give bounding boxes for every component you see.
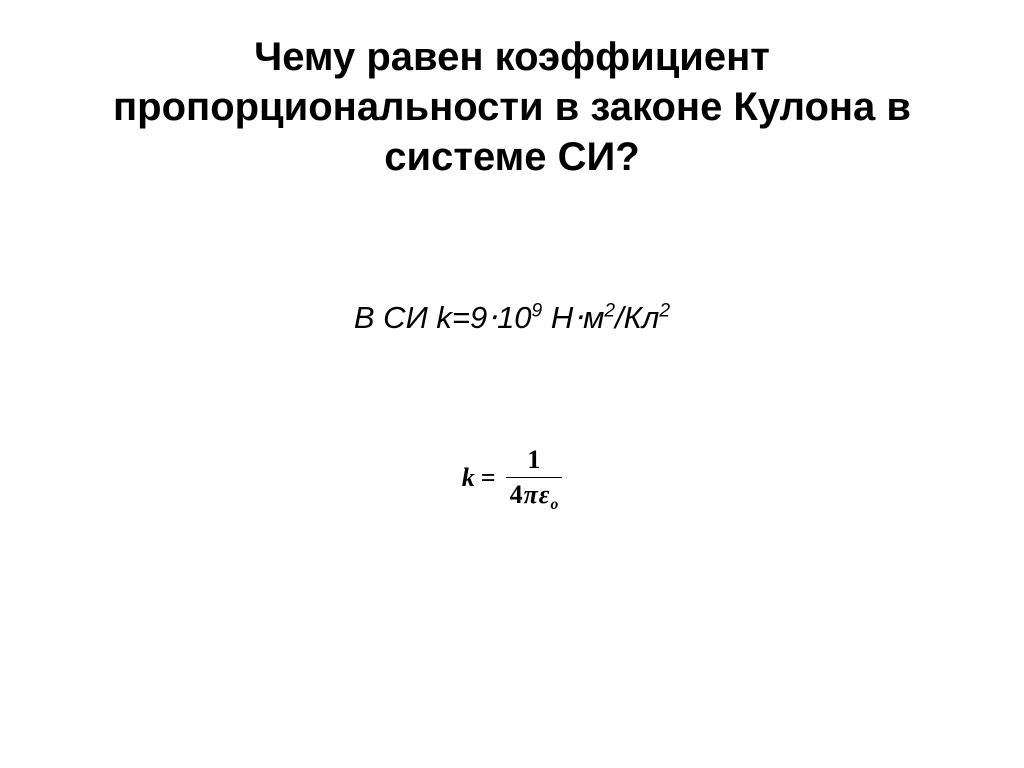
formula-den-sub: o (549, 496, 558, 513)
slide-title: Чему равен коэффициент пропорциональност… (0, 32, 1024, 182)
slide: Чему равен коэффициент пропорциональност… (0, 0, 1024, 768)
formula-fraction: 1 4πεo (506, 445, 563, 510)
formula-lhs: k (462, 463, 481, 493)
formula: k = 1 4πεo (0, 445, 1024, 510)
answer-prefix: В СИ k=9 (354, 300, 487, 335)
formula-row: k = 1 4πεo (462, 445, 563, 510)
answer-dot-2: ⋅ (573, 300, 583, 335)
answer-dot-1: ⋅ (487, 300, 497, 335)
formula-equals: = (481, 463, 506, 493)
answer-unit-n: Н (542, 300, 573, 335)
answer-unit-m: м (583, 300, 604, 335)
answer-m-sq: 2 (604, 301, 615, 322)
formula-den-eps: ε (539, 480, 550, 509)
answer-kl-sq: 2 (659, 301, 670, 322)
formula-den-4: 4 (510, 480, 523, 509)
answer-line: В СИ k=9⋅109 Н⋅м2/Кл2 (0, 300, 1024, 336)
formula-numerator: 1 (521, 445, 546, 477)
formula-denominator: 4πεo (506, 478, 563, 510)
formula-den-pi: π (523, 480, 539, 509)
answer-ten: 10 (497, 300, 531, 335)
answer-exp-9: 9 (532, 301, 543, 322)
answer-slash-kl: /Кл (615, 300, 659, 335)
